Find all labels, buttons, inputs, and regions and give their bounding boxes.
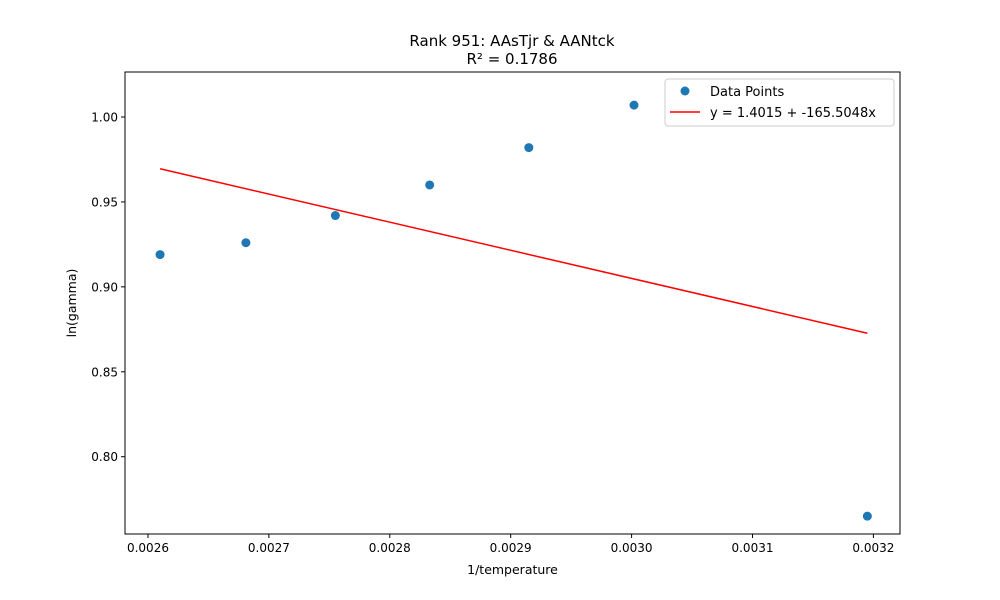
legend-label-fit-line: y = 1.4015 + -165.5048x xyxy=(710,106,876,121)
y-axis-label: ln(gamma) xyxy=(64,269,79,338)
x-tick-label: 0.0029 xyxy=(490,541,532,555)
fit-line xyxy=(159,168,868,334)
x-tick-label: 0.0032 xyxy=(852,541,894,555)
chart-subtitle: R² = 0.1786 xyxy=(466,50,557,68)
x-axis: 0.0026 0.0027 0.0028 0.0029 0.0030 0.0031 0.00… xyxy=(127,534,894,555)
data-point xyxy=(330,211,340,221)
x-tick-label: 0.0027 xyxy=(248,541,290,555)
data-point xyxy=(524,143,534,153)
data-point xyxy=(155,250,165,260)
data-point xyxy=(629,100,639,110)
legend-box xyxy=(664,78,895,127)
y-tick-label: 0.80 xyxy=(91,450,118,464)
y-tick-label: 0.90 xyxy=(91,280,118,294)
fit-line-layer xyxy=(159,168,868,334)
x-axis-label: 1/temperature xyxy=(467,562,558,577)
x-tick-label: 0.0030 xyxy=(611,541,653,555)
x-tick-label: 0.0026 xyxy=(127,541,169,555)
chart-title: Rank 951: AAsTjr & AANtck xyxy=(409,32,614,50)
y-tick-label: 0.85 xyxy=(91,365,118,379)
x-tick-label: 0.0031 xyxy=(731,541,773,555)
y-tick-label: 0.95 xyxy=(91,195,118,209)
legend-marker-data-points xyxy=(680,86,690,96)
data-points-layer xyxy=(155,100,872,521)
legend: Data Points y = 1.4015 + -165.5048x xyxy=(664,78,895,127)
legend-label-data-points: Data Points xyxy=(710,85,784,100)
y-axis: 0.80 0.85 0.90 0.95 1.00 xyxy=(91,111,125,464)
data-point xyxy=(241,238,251,248)
data-point xyxy=(425,180,435,190)
data-point xyxy=(862,511,872,521)
plot-area xyxy=(124,71,901,535)
y-tick-label: 1.00 xyxy=(91,111,118,125)
x-tick-label: 0.0028 xyxy=(369,541,411,555)
